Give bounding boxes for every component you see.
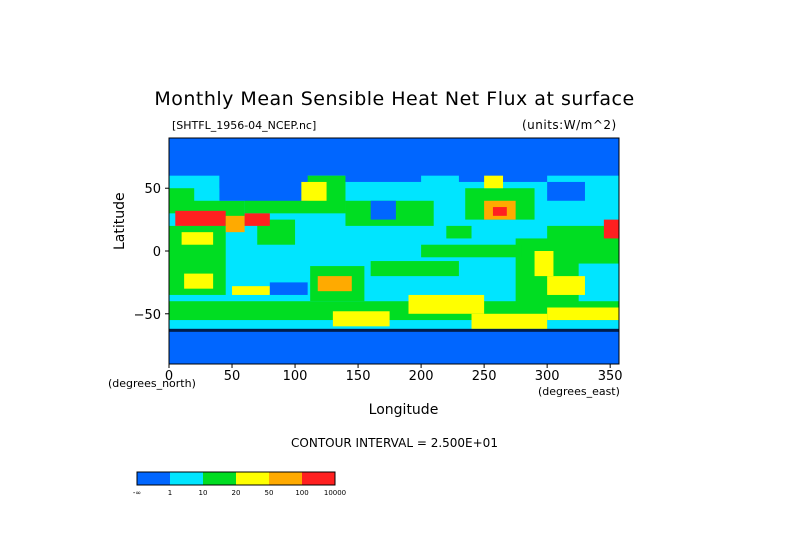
y-tick-label: −50 [134, 308, 161, 323]
heatmap-cell [225, 215, 245, 233]
heatmap-cell [370, 261, 459, 277]
heatmap-cell [408, 294, 485, 314]
heatmap-cell [332, 311, 390, 327]
heatmap-cell [169, 188, 195, 214]
x-tick-label: 300 [535, 369, 560, 384]
heatmap-cell [370, 200, 396, 220]
colorbar-swatch [203, 472, 236, 485]
x-tick-label: 350 [598, 369, 623, 384]
heatmap-cell [317, 276, 352, 292]
colorbar-swatch [269, 472, 302, 485]
colorbar-label: 20 [232, 489, 241, 497]
x-axis-label: Longitude [368, 402, 439, 418]
y-tick-label: 0 [153, 245, 161, 260]
contour-interval-label: CONTOUR INTERVAL = 2.500E+01 [291, 436, 498, 450]
heatmap-cell [547, 307, 619, 321]
colorbar-label: 1 [168, 489, 172, 497]
colorbar-label: 10000 [324, 489, 346, 497]
heatmap-cell [458, 163, 548, 182]
file-label: [SHTFL_1956-04_NCEP.nc] [172, 119, 317, 132]
heatmap-cell [184, 273, 214, 289]
x-tick-label: 50 [224, 369, 241, 384]
colorbar-label: 50 [265, 489, 274, 497]
heatmap-cell [244, 213, 270, 226]
heatmap-cell [446, 225, 472, 239]
heatmap-cell [301, 181, 327, 201]
heatmap-cell [484, 175, 504, 189]
colorbar-label: 100 [295, 489, 308, 497]
heatmap-cell [547, 181, 585, 201]
y-tick-label: 50 [144, 182, 161, 197]
heatmap-cell [421, 244, 522, 258]
colorbar-swatch [137, 472, 170, 485]
heatmap-cell [547, 276, 585, 295]
heatmap-cell [471, 313, 548, 329]
colorbar-label: -∞ [133, 489, 141, 497]
x-tick-label: 150 [346, 369, 371, 384]
units-label: (units:W/m^2) [522, 118, 617, 132]
heatmap-cell [534, 251, 554, 277]
heatmap-cell [232, 286, 270, 295]
heatmap-cell [175, 210, 226, 226]
heatmap-cell [269, 282, 308, 295]
heatmap-cell [181, 232, 214, 245]
colorbar-frame [136, 471, 336, 486]
x-tick-label: 100 [283, 369, 308, 384]
heatmap-cell [219, 169, 296, 189]
heatmap-cell [345, 163, 422, 182]
heatmap-cell [169, 328, 619, 364]
x-unit-label: (degrees_north) [108, 377, 196, 390]
chart-title: Monthly Mean Sensible Heat Net Flux at s… [154, 88, 635, 110]
x-tick-label: 250 [472, 369, 497, 384]
contour-band [169, 328, 619, 332]
x-tick-label: 0 [165, 369, 173, 384]
colorbar: -∞ 1 10 20 50 100 10000 [133, 471, 346, 497]
heatmap-cell [603, 219, 619, 239]
x-tick-label: 200 [409, 369, 434, 384]
colorbar-swatch [236, 472, 269, 485]
x-unit-label-right: (degrees_east) [538, 385, 620, 398]
axis-ticks: 0 50 100 150 200 250 300 350 50 0 −50 [134, 182, 623, 384]
colorbar-swatch [170, 472, 203, 485]
colorbar-label: 10 [199, 489, 208, 497]
heatmap-field [169, 138, 619, 364]
colorbar-swatch [302, 472, 335, 485]
heatmap-cell [492, 207, 507, 216]
